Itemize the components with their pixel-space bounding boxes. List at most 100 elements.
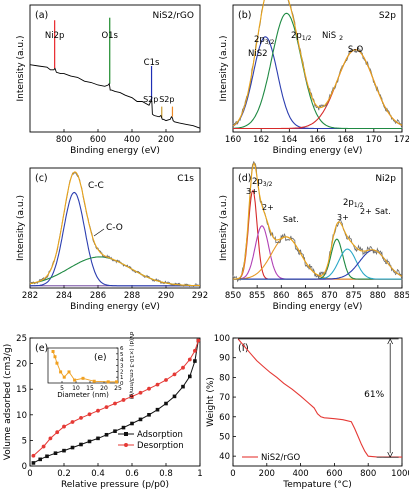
data-point — [138, 417, 143, 422]
component-peak — [30, 191, 200, 287]
x-tick-label: 286 — [90, 291, 106, 301]
data-point — [193, 359, 197, 363]
x-tick-label: 292 — [192, 291, 208, 301]
panel-d: 850 855 860 865 870 875 880 885 Binding energy (… — [219, 160, 409, 312]
label-co: C-O — [106, 223, 123, 233]
plot-frame — [232, 337, 403, 467]
data-point — [70, 445, 75, 450]
label-nis2-c: NiS — [322, 31, 336, 41]
panel-label: (c) — [35, 173, 48, 184]
x-tick-label: 1 — [197, 469, 202, 479]
y-tick-label: 100 — [214, 334, 230, 344]
panel-label-e: (e) — [94, 353, 107, 363]
peak-label-c1s: C1s — [144, 58, 160, 68]
panel-label: (f) — [238, 343, 249, 354]
envelope-fit — [232, 162, 403, 280]
x-tick-label: 875 — [346, 291, 362, 301]
x-tick-label: 1000 — [391, 469, 409, 479]
y-tick-label: 60 — [219, 413, 230, 423]
inset-data-point — [73, 378, 77, 382]
y-axis-label: Intensity (a.u.) — [219, 36, 229, 102]
x-tick-label: 160 — [225, 135, 241, 145]
y-tick-label: 0 — [22, 462, 27, 472]
data-point — [79, 442, 83, 447]
panel-label: (a) — [35, 10, 48, 21]
envelope-fit — [29, 171, 200, 287]
data-point — [113, 401, 117, 406]
inset-data-point — [62, 375, 66, 379]
x-tick-label: 0.2 — [57, 469, 71, 479]
x-tick-label: 288 — [124, 291, 140, 301]
inset-x-tick-label: 10 — [72, 385, 80, 392]
x-tick-label: 870 — [321, 291, 337, 301]
label-2plus-a: 2+ — [262, 203, 274, 212]
data-point — [147, 386, 151, 391]
x-tick-label: 400 — [124, 135, 140, 145]
inset-x-axis-label: Diameter (nm) — [57, 391, 109, 399]
data-point — [164, 378, 168, 382]
x-axis-label: Relative pressure (p/p0) — [61, 480, 169, 490]
y-axis-label: Weight (%) — [206, 377, 216, 427]
y-tick-label: 90 — [219, 354, 230, 364]
delta-label: 61% — [364, 390, 384, 400]
panel-label: (b) — [238, 10, 251, 21]
x-tick-label: 290 — [158, 291, 174, 301]
x-tick-label: 865 — [297, 291, 313, 301]
data-point — [79, 415, 83, 420]
data-point — [70, 420, 75, 424]
x-tick-label: 172 — [394, 135, 409, 145]
legend-label: Adsorption — [137, 430, 183, 440]
x-tick-label: 0 — [27, 469, 32, 479]
label-nis2-c-sub: 2 — [339, 34, 343, 42]
peak-label-s2p-2: S2p — [159, 95, 174, 104]
peak-label-s2p-1: S2p — [143, 95, 158, 104]
series-line — [33, 340, 199, 457]
data-point — [187, 357, 192, 362]
data-point — [164, 401, 168, 406]
data-point — [53, 451, 58, 455]
inset-data-point — [106, 380, 110, 384]
x-tick-label: 164 — [281, 135, 297, 145]
inset-x-tick-label: 5 — [60, 385, 64, 392]
plot-frame — [29, 167, 201, 289]
y-tick-label: 20 — [16, 360, 27, 370]
arrow-head-bottom — [387, 451, 393, 458]
label-sat-b: Sat. — [375, 207, 391, 216]
legend-label: NiS2/rGO — [261, 453, 300, 463]
y-tick-label: 10 — [16, 411, 27, 421]
inset-y-axis-label: dV(d) (×10-3 cm3/nm/g) — [128, 332, 134, 400]
y-tick-label: 25 — [16, 334, 27, 344]
data-point — [130, 394, 134, 399]
x-tick-label: 800 — [56, 135, 72, 145]
inset-data-point — [59, 370, 63, 374]
inset-data-point — [53, 355, 57, 359]
panel-title: S2p — [379, 11, 396, 21]
survey-spectrum — [29, 64, 201, 129]
data-point — [113, 429, 117, 433]
y-axis-label: Intensity (a.u.) — [16, 195, 26, 261]
x-tick-label: 0 — [230, 469, 235, 479]
data-point — [121, 398, 126, 402]
x-tick-label: 880 — [370, 291, 386, 301]
y-tick-label: 70 — [219, 393, 230, 403]
inset-y-tick-label: 3 — [120, 364, 124, 370]
y-tick-label: 80 — [219, 373, 230, 383]
inset-x-tick-label: 15 — [86, 385, 94, 392]
label-sat-a: Sat. — [283, 215, 299, 224]
x-tick-label: 850 — [225, 291, 241, 301]
panel-label: (e) — [35, 343, 48, 354]
label-co-leader — [93, 228, 105, 237]
inset-y-tick-label: 4 — [120, 358, 124, 364]
data-point — [172, 394, 177, 399]
panel-c: 282 284 286 288 290 292 Binding energy (eV) Int… — [16, 167, 208, 312]
inset-y-tick-label: 0 — [120, 381, 124, 387]
data-point — [196, 338, 201, 343]
data-point — [155, 407, 160, 412]
inset-x-tick-label: 20 — [100, 385, 108, 392]
x-tick-label: 284 — [56, 291, 72, 301]
data-point — [181, 384, 185, 389]
panel-f: 0 200 400 600 800 1000 40 50 60 70 80 90 100 Tempatur… — [206, 334, 409, 490]
